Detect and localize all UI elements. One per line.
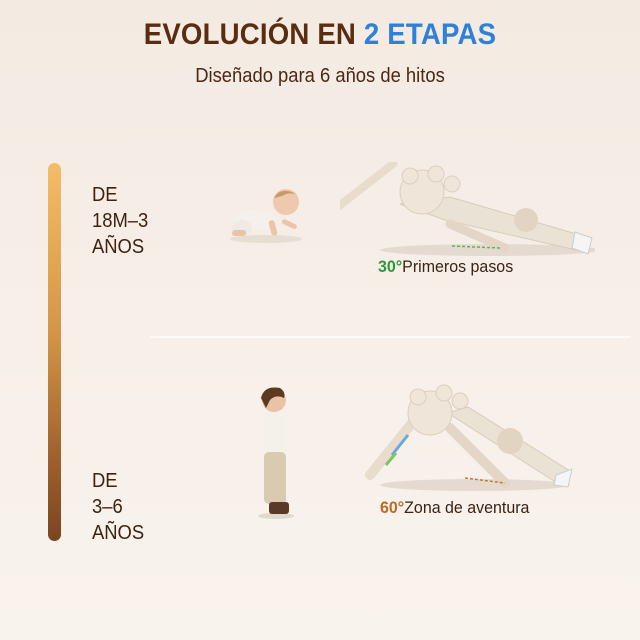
subtitle: Diseñado para 6 años de hitos [195, 65, 445, 87]
stage-2-line2: 3–6 [92, 496, 123, 518]
stage-2-caption-text: Zona de aventura [404, 498, 530, 517]
page-title: EVOLUCIÓN EN 2 ETAPAS [26, 18, 615, 52]
section-divider [150, 336, 630, 338]
stage-2-line1: DE [92, 470, 118, 492]
stage-2-angle: 60° [380, 498, 405, 517]
stage-1-line3: AÑOS [92, 236, 145, 258]
title-accent: 2 ETAPAS [363, 18, 497, 51]
stage-2-age-label: DE 3–6 AÑOS [92, 468, 144, 546]
timeline-bar [48, 163, 61, 541]
stage-1-caption: 30°Primeros pasos [378, 257, 513, 277]
stage-1-line1: DE [92, 184, 118, 206]
title-main: EVOLUCIÓN EN [143, 18, 364, 51]
stage-1-line2: 18M–3 [92, 210, 149, 232]
slide-60-degree-image [365, 384, 573, 491]
stage-1-angle: 30° [378, 257, 403, 276]
stage-2-line3: AÑOS [92, 522, 145, 544]
stage-2-caption: 60°Zona de aventura [380, 498, 529, 518]
stage-1-age-label: DE 18M–3 AÑOS [92, 182, 148, 260]
standing-child-image [258, 387, 294, 519]
stage-1-caption-text: Primeros pasos [402, 257, 514, 276]
crawling-baby-image [230, 189, 302, 243]
slide-30-degree-image [340, 162, 595, 256]
